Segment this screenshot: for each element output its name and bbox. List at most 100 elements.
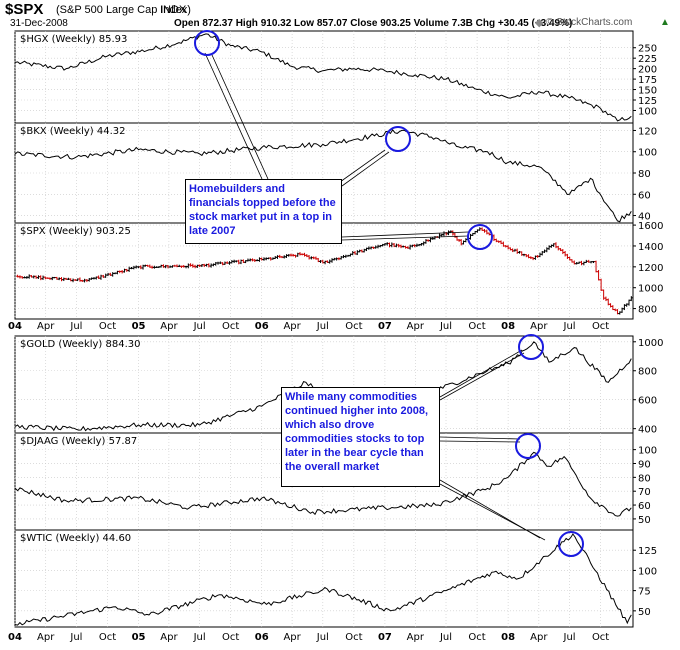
- chart-exchange: INDX: [160, 4, 187, 16]
- panel-title: $WTIC (Weekly) 44.60: [20, 533, 131, 544]
- y-tick-label: 125: [638, 546, 657, 557]
- chart-date: 31-Dec-2008: [10, 18, 68, 29]
- time-tick-label: Apr: [283, 321, 301, 332]
- callout-pointer: [339, 149, 386, 183]
- highlight-circle: [515, 433, 541, 459]
- y-tick-label: 60: [638, 501, 651, 512]
- y-tick-label: 1000: [638, 284, 663, 295]
- series-line: [15, 33, 632, 122]
- chart-symbol: $SPX: [5, 1, 44, 18]
- highlight-circle: [194, 30, 220, 56]
- time-tick-label: 06: [255, 632, 269, 643]
- time-tick-label: Oct: [468, 321, 485, 332]
- time-tick-label: Apr: [160, 632, 178, 643]
- time-tick-label: 08: [501, 632, 515, 643]
- time-tick-label: Oct: [99, 632, 116, 643]
- callout-pointer: [341, 151, 390, 187]
- y-tick-label: 100: [638, 446, 657, 457]
- time-tick-label: 04: [8, 321, 22, 332]
- time-tick-label: Oct: [345, 632, 362, 643]
- callout-pointer: [211, 54, 269, 180]
- time-tick-label: 05: [132, 632, 146, 643]
- y-tick-label: 175: [638, 75, 657, 86]
- y-tick-label: 80: [638, 169, 651, 180]
- up-arrow-icon: ▲: [660, 17, 670, 28]
- y-tick-label: 250: [638, 44, 657, 55]
- time-tick-label: 06: [255, 321, 269, 332]
- y-tick-label: 400: [638, 425, 657, 436]
- y-tick-label: 200: [638, 65, 657, 76]
- y-tick-label: 120: [638, 126, 657, 137]
- time-tick-label: Jul: [563, 632, 576, 643]
- time-tick-label: Oct: [592, 632, 609, 643]
- time-tick-label: 05: [132, 321, 146, 332]
- time-tick-label: Oct: [468, 632, 485, 643]
- highlight-circle: [467, 224, 493, 250]
- callout-pointer: [439, 440, 521, 443]
- chart-panel-6: 50 75 100 125 $WTIC (Weekly) 44.60: [14, 529, 657, 628]
- time-tick-label: Jul: [69, 321, 82, 332]
- series-line: [15, 533, 632, 626]
- panel-title: $BKX (Weekly) 44.32: [20, 126, 126, 137]
- time-tick-label: Jul: [316, 321, 329, 332]
- time-tick-label: Apr: [37, 632, 55, 643]
- callout-pointer: [439, 483, 546, 541]
- time-tick-label: Jul: [439, 321, 452, 332]
- time-tick-label: Jul: [439, 632, 452, 643]
- y-tick-label: 75: [638, 587, 651, 598]
- callout-pointer: [341, 231, 469, 238]
- time-tick-label: Apr: [160, 321, 178, 332]
- y-tick-label: 1600: [638, 221, 663, 232]
- ohlc-summary: Open 872.37 High 910.32 Low 857.07 Close…: [174, 18, 573, 29]
- callout-pointer: [439, 352, 525, 401]
- y-tick-label: 50: [638, 607, 651, 618]
- time-tick-label: Jul: [193, 632, 206, 643]
- series-line: [14, 129, 632, 223]
- panel-title: $HGX (Weekly) 85.93: [20, 34, 127, 45]
- y-tick-label: 70: [638, 487, 651, 498]
- chart-symbol-name: (S&P 500 Large Cap Index): [56, 4, 191, 16]
- time-tick-label: Oct: [99, 321, 116, 332]
- time-tick-label: Oct: [592, 321, 609, 332]
- time-axis-top: 04 Apr Jul Oct 05 Apr Jul Oct 06 Apr Jul Oct 07 Apr Ju…: [8, 321, 609, 332]
- time-tick-label: 07: [378, 632, 392, 643]
- series-line: [14, 451, 632, 517]
- time-tick-label: Oct: [345, 321, 362, 332]
- time-tick-label: Oct: [222, 321, 239, 332]
- brand-watermark: © StockCharts.com: [546, 17, 633, 28]
- y-tick-label: 40: [638, 212, 651, 223]
- highlight-circle: [518, 334, 544, 360]
- time-axis-bottom: 04 Apr Jul Oct 05 Apr Jul Oct 06 Apr Jul Oct 07 Apr Ju…: [8, 632, 609, 643]
- panel-title: $DJAAG (Weekly) 57.87: [20, 436, 137, 447]
- y-tick-label: 1000: [638, 338, 663, 349]
- time-tick-label: 07: [378, 321, 392, 332]
- y-tick-label: 1200: [638, 263, 663, 274]
- time-tick-label: Oct: [222, 632, 239, 643]
- stockcharts-logo-icon: ◆: [535, 17, 544, 29]
- time-tick-label: Apr: [37, 321, 55, 332]
- panel-title: $GOLD (Weekly) 884.30: [20, 339, 141, 350]
- time-tick-label: Jul: [563, 321, 576, 332]
- y-tick-label: 100: [638, 148, 657, 159]
- y-tick-label: 125: [638, 96, 657, 107]
- highlight-circle: [558, 531, 584, 557]
- time-tick-label: Jul: [69, 632, 82, 643]
- y-tick-label: 60: [638, 190, 651, 201]
- y-tick-label: 150: [638, 86, 657, 97]
- highlight-circle: [385, 126, 411, 152]
- callout-pointer: [439, 436, 521, 440]
- chart-panel-3: 800 1000 1200 1400 1600 $SPX (Weekly) 903.25: [14, 221, 663, 320]
- annotation-commodities: While many commodities continued higher …: [281, 387, 440, 487]
- time-tick-label: Apr: [407, 321, 425, 332]
- y-tick-label: 600: [638, 396, 657, 407]
- y-tick-label: 800: [638, 305, 657, 316]
- time-tick-label: 08: [501, 321, 515, 332]
- panel-title: $SPX (Weekly) 903.25: [20, 226, 131, 237]
- time-tick-label: Jul: [193, 321, 206, 332]
- time-tick-label: Apr: [530, 321, 548, 332]
- y-tick-label: 225: [638, 54, 657, 65]
- time-tick-label: Apr: [530, 632, 548, 643]
- time-tick-label: Jul: [316, 632, 329, 643]
